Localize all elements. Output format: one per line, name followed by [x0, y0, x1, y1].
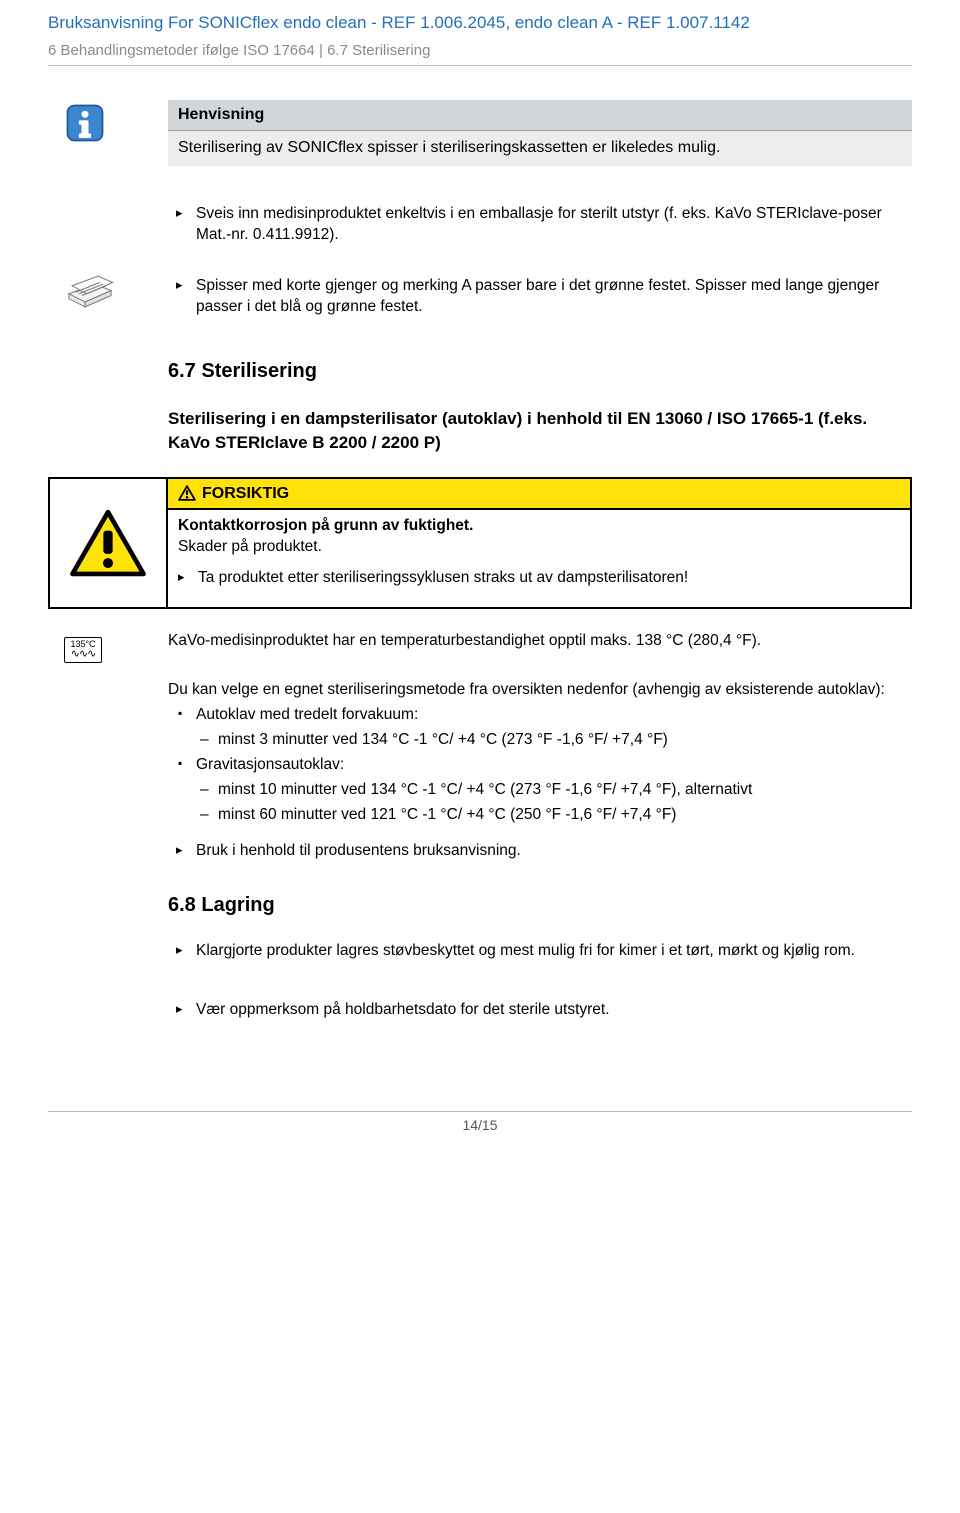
info-icon — [64, 102, 106, 144]
note-icon-gutter — [48, 100, 168, 144]
instruction-item: Sveis inn medisinproduktet enkeltvis i e… — [176, 204, 912, 246]
storage-item-2: Vær oppmerksom på holdbarhetsdato for de… — [176, 1000, 912, 1021]
method-2-label: Gravitasjonsautoklav: — [176, 755, 912, 776]
intro-row-1: Sveis inn medisinproduktet enkeltvis i e… — [48, 194, 912, 256]
caution-icon-cell — [50, 479, 168, 607]
method-2-detail-1: minst 10 minutter ved 134 °C -1 °C/ +4 °… — [190, 780, 912, 801]
caution-heading: FORSIKTIG — [168, 479, 910, 511]
intro-row-2: Spisser med korte gjenger og merking A p… — [48, 266, 912, 328]
temp-icon-waves: ∿∿∿ — [65, 649, 101, 660]
methods-intro: Du kan velge en egnet steriliseringsmeto… — [168, 680, 912, 701]
temp-paragraph: KaVo-medisinproduktet har en temperaturb… — [168, 631, 912, 652]
caution-action: Ta produktet etter steriliseringssykluse… — [178, 568, 900, 589]
temp-row: 135°C ∿∿∿ KaVo-medisinproduktet har en t… — [48, 631, 912, 670]
section-6-7-heading: 6.7 Sterilisering — [168, 358, 912, 385]
note-box: Henvisning Sterilisering av SONICflex sp… — [168, 100, 912, 166]
page-number: 14/15 — [48, 1111, 912, 1135]
storage-item-1: Klargjorte produkter lagres støvbeskytte… — [176, 941, 912, 962]
temp-icon-gutter: 135°C ∿∿∿ — [48, 631, 168, 663]
page: Bruksanvisning For SONICflex endo clean … — [0, 0, 960, 1175]
note-row: Henvisning Sterilisering av SONICflex sp… — [48, 100, 912, 184]
section-6-8-heading: 6.8 Lagring — [168, 892, 912, 919]
doc-title: Bruksanvisning For SONICflex endo clean … — [48, 12, 912, 37]
doc-breadcrumb: 6 Behandlingsmetoder ifølge ISO 17664 | … — [48, 37, 912, 66]
use-instruction: Bruk i henhold til produsentens bruksanv… — [176, 841, 912, 862]
section-6-7-subheading: Sterilisering i en dampsterilisator (aut… — [168, 407, 912, 455]
caution-line-2: Skader på produktet. — [178, 537, 900, 558]
caution-line-1: Kontaktkorrosjon på grunn av fuktighet. — [178, 516, 900, 537]
instruction-item: Spisser med korte gjenger og merking A p… — [176, 276, 912, 318]
warning-triangle-icon — [69, 509, 147, 577]
method-1-label: Autoklav med tredelt forvakuum: — [176, 705, 912, 726]
note-heading: Henvisning — [168, 100, 912, 131]
caution-box: FORSIKTIG Kontaktkorrosjon på grunn av f… — [48, 477, 912, 609]
caution-text: Kontaktkorrosjon på grunn av fuktighet. … — [168, 510, 910, 607]
note-body: Sterilisering av SONICflex spisser i ste… — [168, 131, 912, 167]
max-temp-icon: 135°C ∿∿∿ — [64, 637, 102, 663]
methods-list: Autoklav med tredelt forvakuum: minst 3 … — [176, 705, 912, 826]
caution-label: FORSIKTIG — [202, 483, 289, 505]
warning-triangle-small-icon — [178, 484, 196, 502]
tray-icon-gutter — [48, 266, 168, 310]
sterilization-tray-icon — [64, 268, 116, 310]
method-2-detail-2: minst 60 minutter ved 121 °C -1 °C/ +4 °… — [190, 805, 912, 826]
method-1-detail: minst 3 minutter ved 134 °C -1 °C/ +4 °C… — [190, 730, 912, 751]
